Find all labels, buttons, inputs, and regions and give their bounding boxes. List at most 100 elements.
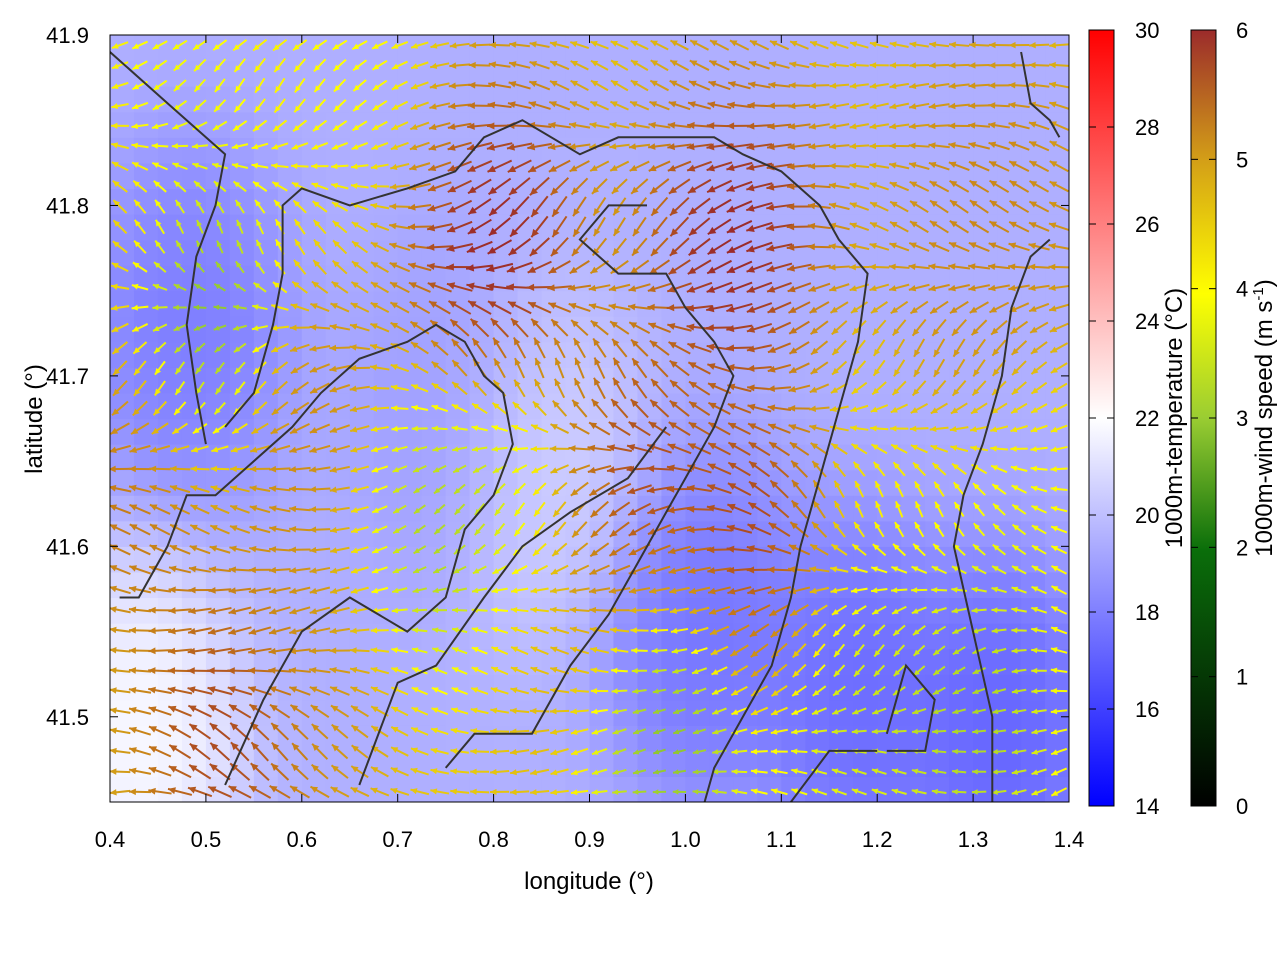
wind-vector-head <box>269 485 277 492</box>
heatmap-cell <box>853 418 878 445</box>
heatmap-cell <box>949 776 974 802</box>
wind-vector-head <box>190 485 198 492</box>
wind-vector-head <box>252 304 259 310</box>
x-tick-label: 0.8 <box>478 827 509 852</box>
wind-vector-head <box>331 281 339 289</box>
heatmap-cell <box>1021 290 1046 317</box>
wind-vector-head <box>210 742 219 751</box>
wind-vector-head <box>431 727 439 734</box>
wind-vector-head <box>269 525 277 533</box>
wind-vector-head <box>194 346 201 353</box>
wind-vector-head <box>350 627 357 634</box>
wind-vector-head <box>214 407 221 415</box>
heatmap-cell <box>805 571 830 599</box>
heatmap-cell <box>110 86 135 113</box>
wind-vector-head <box>110 707 117 714</box>
heatmap-cell <box>445 367 471 394</box>
wind-vector-head <box>550 187 559 195</box>
wind-vector-head <box>528 101 537 108</box>
wind-vector-head <box>128 788 136 796</box>
wind-vector-head <box>391 425 398 432</box>
wind-vector-head <box>570 60 578 67</box>
wind-vector-head <box>591 186 600 194</box>
heatmap-cell <box>325 265 351 292</box>
heatmap-cell <box>757 137 782 164</box>
wind-vector-head <box>252 408 260 415</box>
wind-vector-head <box>574 378 581 386</box>
wind-vector-head <box>466 245 476 253</box>
x-tick-label: 0.4 <box>95 827 126 852</box>
wind-vector-head <box>509 41 517 48</box>
wind-vector-head <box>472 568 480 574</box>
wind-vector-head <box>228 704 238 712</box>
wind-vector-head <box>494 529 501 536</box>
heatmap-cell <box>949 137 974 164</box>
wind-vector-head <box>152 304 159 311</box>
wind-vector-head <box>227 647 236 655</box>
wind-vector-head <box>227 686 236 693</box>
wind-vector-head <box>473 467 480 473</box>
heatmap-cell <box>565 213 591 241</box>
wind-vector-head <box>412 587 419 594</box>
wind-vector-head <box>110 427 119 434</box>
wind-vector-head <box>549 606 557 614</box>
wind-vector-head <box>187 667 195 675</box>
heatmap-cell <box>997 35 1022 62</box>
heatmap-cell <box>133 623 159 650</box>
heatmap-cell <box>949 648 974 675</box>
heatmap-cell <box>805 392 830 420</box>
wind-vector-head <box>234 367 241 374</box>
wind-vector-head <box>591 729 599 735</box>
wind-vector-head <box>411 425 418 432</box>
wind-vector-head <box>494 358 501 367</box>
wind-vector-head <box>113 220 121 227</box>
wind-vector-head <box>111 326 119 332</box>
wind-vector-head <box>213 44 220 51</box>
wind-vector-head <box>235 200 242 207</box>
wind-vector-head <box>412 446 419 452</box>
wind-vector-head <box>256 239 262 247</box>
wind-vector-head <box>152 104 160 110</box>
wind-vector-head <box>331 744 340 752</box>
wind-vector-head <box>409 301 418 309</box>
wind-vector-head <box>111 103 119 110</box>
wind-vector-head <box>309 427 318 434</box>
heatmap-cell <box>541 623 567 650</box>
heatmap-cell <box>229 520 255 547</box>
heatmap-cell <box>301 520 327 547</box>
wind-vector-head <box>189 764 198 772</box>
wind-vector-head <box>189 545 198 552</box>
wind-vector-head <box>110 687 117 694</box>
wind-vector-head <box>449 42 457 49</box>
wind-vector-head <box>110 647 117 654</box>
heatmap-cell <box>517 725 543 752</box>
wind-vector-head <box>330 705 339 712</box>
wind-vector-head <box>593 228 601 237</box>
heatmap-cell <box>133 341 159 368</box>
heatmap-cell <box>565 699 591 726</box>
wind-vector-head <box>446 282 456 290</box>
heatmap-cell <box>637 776 663 802</box>
heatmap-cell <box>565 674 591 701</box>
wind-vector-head <box>529 80 537 88</box>
wind-vector-head <box>110 465 116 473</box>
wind-vector-head <box>210 465 218 472</box>
wind-vector-head <box>329 406 338 413</box>
wind-vector-head <box>430 42 438 49</box>
wind-vector-head <box>288 647 297 655</box>
heatmap-cell <box>325 137 351 164</box>
wind-vector-head <box>208 566 217 573</box>
heatmap-cell <box>373 495 399 522</box>
wind-vector-head <box>447 164 456 172</box>
heatmap-cell <box>469 699 495 726</box>
heatmap-cell <box>925 571 950 599</box>
wind-vector-head <box>312 201 320 208</box>
wind-vector-head <box>212 124 220 131</box>
heatmap-cell <box>133 188 159 215</box>
wind-vector-head <box>433 467 440 473</box>
wind-vector-head <box>208 607 217 615</box>
heatmap-cell <box>349 520 375 547</box>
wind-vector-head <box>212 427 220 434</box>
wind-vector-head <box>452 587 459 594</box>
heatmap-cell <box>157 418 183 445</box>
